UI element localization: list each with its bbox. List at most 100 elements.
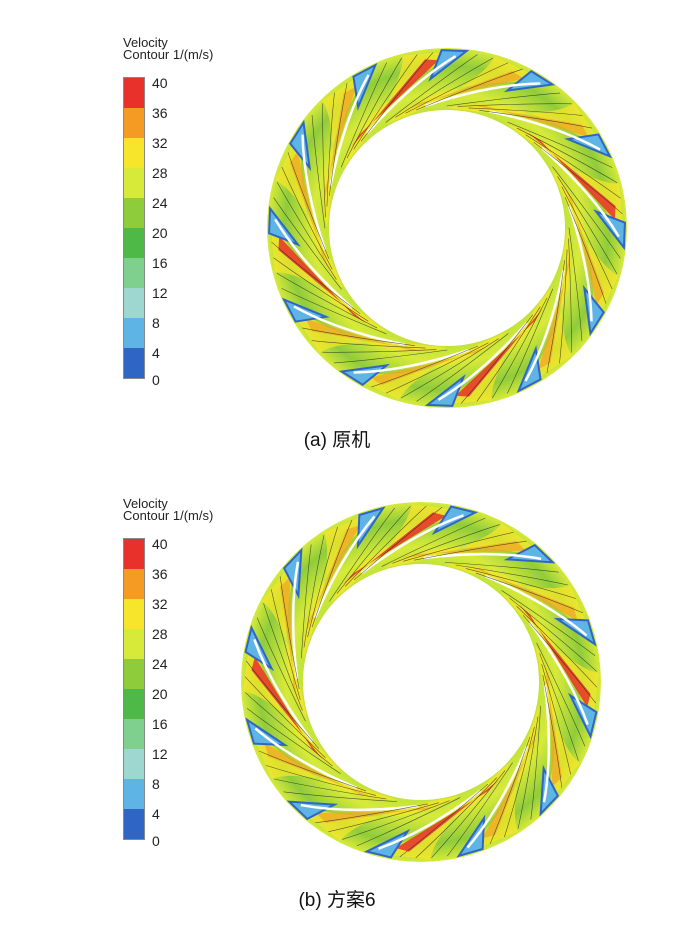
streamline	[457, 103, 572, 107]
streamline	[287, 152, 330, 260]
high-velocity-streak	[351, 59, 439, 148]
streamline	[274, 778, 387, 800]
guide-vane-blade	[254, 727, 357, 790]
legend-title-line1: Velocity	[123, 35, 168, 50]
streamline	[265, 765, 377, 796]
streamline	[446, 92, 561, 107]
tick-label: 4	[152, 345, 160, 361]
guide-vane-blade	[437, 322, 528, 401]
streamline	[246, 660, 320, 750]
tick-label: 36	[152, 566, 168, 582]
streamline	[405, 62, 509, 114]
streamline	[552, 166, 621, 259]
streamline	[564, 196, 607, 304]
streamline	[329, 83, 348, 196]
guide-vane-blade	[253, 639, 314, 743]
guide-vane-blade	[528, 621, 589, 725]
colorbar-band-24	[124, 659, 144, 689]
streamline	[415, 777, 497, 859]
high-velocity-streak	[455, 308, 543, 397]
streamline	[307, 526, 338, 638]
guide-vane-blade	[466, 746, 529, 849]
velocity-band	[444, 564, 595, 641]
streamline	[400, 338, 499, 399]
streamline	[516, 127, 618, 184]
tick-label: 28	[152, 165, 168, 181]
streamline	[281, 288, 387, 335]
guide-vane-blade	[329, 74, 370, 187]
colorbar-band-8	[124, 779, 144, 809]
tick-label: 40	[152, 536, 168, 552]
streamline	[244, 676, 326, 758]
streamline	[530, 705, 541, 820]
streamline	[395, 57, 494, 118]
guide-vane-blade	[423, 552, 542, 561]
streamline	[525, 134, 621, 199]
streamline	[542, 675, 563, 788]
tick-label: 24	[152, 656, 168, 672]
streamline	[273, 257, 369, 322]
high-velocity-streak	[316, 805, 440, 823]
high-velocity-streak	[518, 604, 591, 708]
tick-label: 12	[152, 285, 168, 301]
legend-title: Velocity Contour 1/(m/s)	[123, 35, 213, 61]
tick-label: 0	[152, 372, 160, 388]
velocity-band	[285, 302, 448, 353]
contour-layer	[243, 504, 599, 860]
caption-scheme-6: (b) 方案6	[298, 890, 376, 911]
streamline	[371, 345, 479, 388]
low-velocity-pocket	[553, 617, 597, 647]
tick-label: 8	[152, 776, 160, 792]
low-velocity-pocket	[282, 547, 303, 600]
streamline	[561, 186, 613, 290]
tick-label: 32	[152, 135, 168, 151]
streamline	[557, 176, 618, 275]
colorbar-band-24	[124, 198, 144, 228]
streamline	[559, 249, 568, 364]
streamline	[311, 520, 353, 628]
high-velocity-streak	[280, 577, 298, 701]
colorbar-band-12	[124, 749, 144, 779]
streamline	[475, 572, 583, 614]
velocity-band	[303, 508, 380, 659]
legend-title-line2: Contour 1/(m/s)	[123, 508, 214, 523]
guide-vane-blade	[366, 55, 457, 134]
streamline	[403, 531, 514, 562]
velocity-contour-ring-original	[267, 48, 627, 408]
velocity-band	[521, 227, 572, 390]
streamline	[479, 110, 592, 129]
streamline	[270, 589, 301, 700]
guide-vane-blade	[541, 147, 620, 238]
guide-vane-blade	[485, 574, 588, 637]
streamline	[273, 197, 342, 290]
streamline	[353, 54, 418, 150]
colorbar-band-36	[124, 569, 144, 599]
streamline	[336, 506, 411, 594]
streamline	[504, 726, 535, 838]
guide-vane-blade	[313, 515, 376, 618]
streamline	[516, 606, 598, 688]
streamline	[302, 327, 415, 346]
tick-label: 16	[152, 255, 168, 271]
colorbar-band-8	[124, 318, 144, 348]
guide-vane-blade	[274, 218, 353, 309]
low-velocity-pocket	[428, 49, 470, 82]
low-velocity-pocket	[268, 205, 301, 247]
tick-label: 4	[152, 806, 160, 822]
velocity-contour-ring-scheme-6	[241, 502, 601, 862]
streamline	[276, 272, 378, 329]
streamline	[491, 297, 548, 399]
guide-vane-blade	[524, 269, 565, 382]
colorbar-band-32	[124, 138, 144, 168]
high-velocity-streak	[544, 663, 562, 787]
streamline	[315, 803, 428, 824]
streamline	[353, 507, 443, 581]
guide-vane-blade	[301, 134, 327, 251]
streamline	[246, 708, 341, 774]
tick-label: 24	[152, 195, 168, 211]
streamline	[507, 121, 613, 168]
tick-label: 20	[152, 225, 168, 241]
tick-label: 32	[152, 596, 168, 612]
streamline	[444, 562, 559, 573]
colorbar	[123, 538, 145, 840]
